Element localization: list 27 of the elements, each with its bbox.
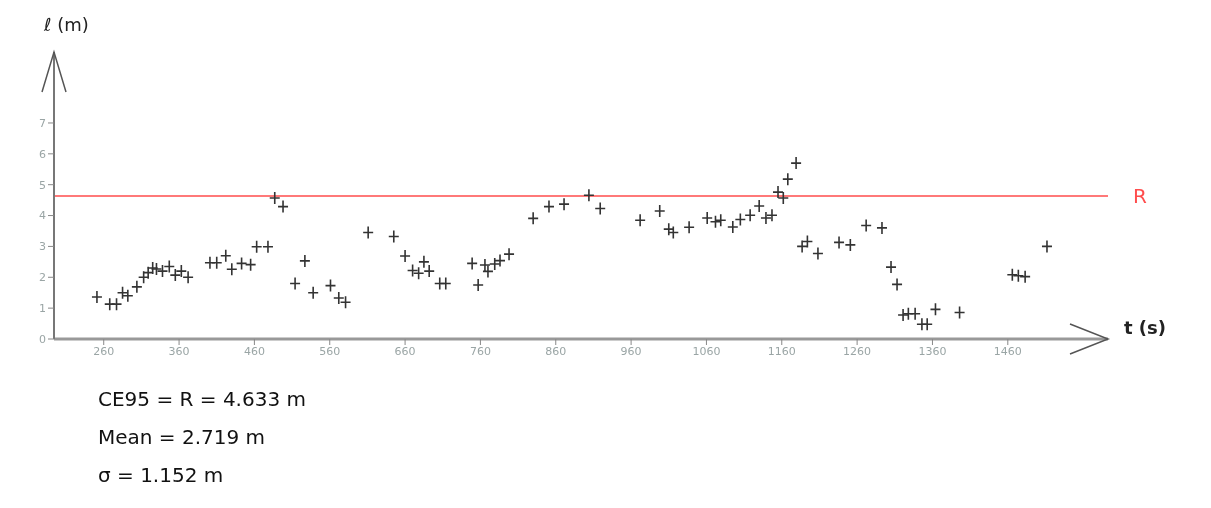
x-tick-label: 1460 — [993, 344, 1022, 358]
x-tick-label: 260 — [93, 344, 115, 358]
x-tick-label: 1060 — [692, 344, 721, 358]
y-tick-label: 2 — [39, 271, 46, 285]
text: σ = 1.152 m — [98, 462, 225, 489]
y-tick-label: 7 — [39, 116, 46, 130]
y-tick-label: 5 — [39, 178, 46, 192]
x-tick-label: 1360 — [918, 344, 947, 358]
y-axis-title: ℓ (m) — [44, 14, 89, 35]
x-tick-label: 860 — [545, 344, 567, 358]
y-tick-label: 3 — [39, 240, 46, 254]
x-tick-label: 660 — [394, 344, 416, 358]
x-tick-label: 460 — [243, 344, 265, 358]
x-tick-label: 1160 — [767, 344, 796, 358]
y-tick-label: 0 — [39, 332, 46, 346]
x-axis-title: t (s) — [1124, 317, 1167, 338]
text: Mean = 2.719 m — [98, 424, 267, 451]
text: CE95 = R = 4.633 m — [98, 386, 307, 413]
x-tick-label: 1260 — [843, 344, 872, 358]
x-tick-label: 760 — [469, 344, 491, 358]
ref-line-label: R — [1133, 184, 1147, 209]
y-tick-label: 6 — [39, 147, 46, 161]
y-tick-label: 4 — [39, 209, 46, 223]
x-tick-label: 560 — [319, 344, 341, 358]
x-tick-label: 360 — [168, 344, 190, 358]
y-tick-label: 1 — [39, 302, 46, 316]
x-tick-label: 960 — [620, 344, 642, 358]
